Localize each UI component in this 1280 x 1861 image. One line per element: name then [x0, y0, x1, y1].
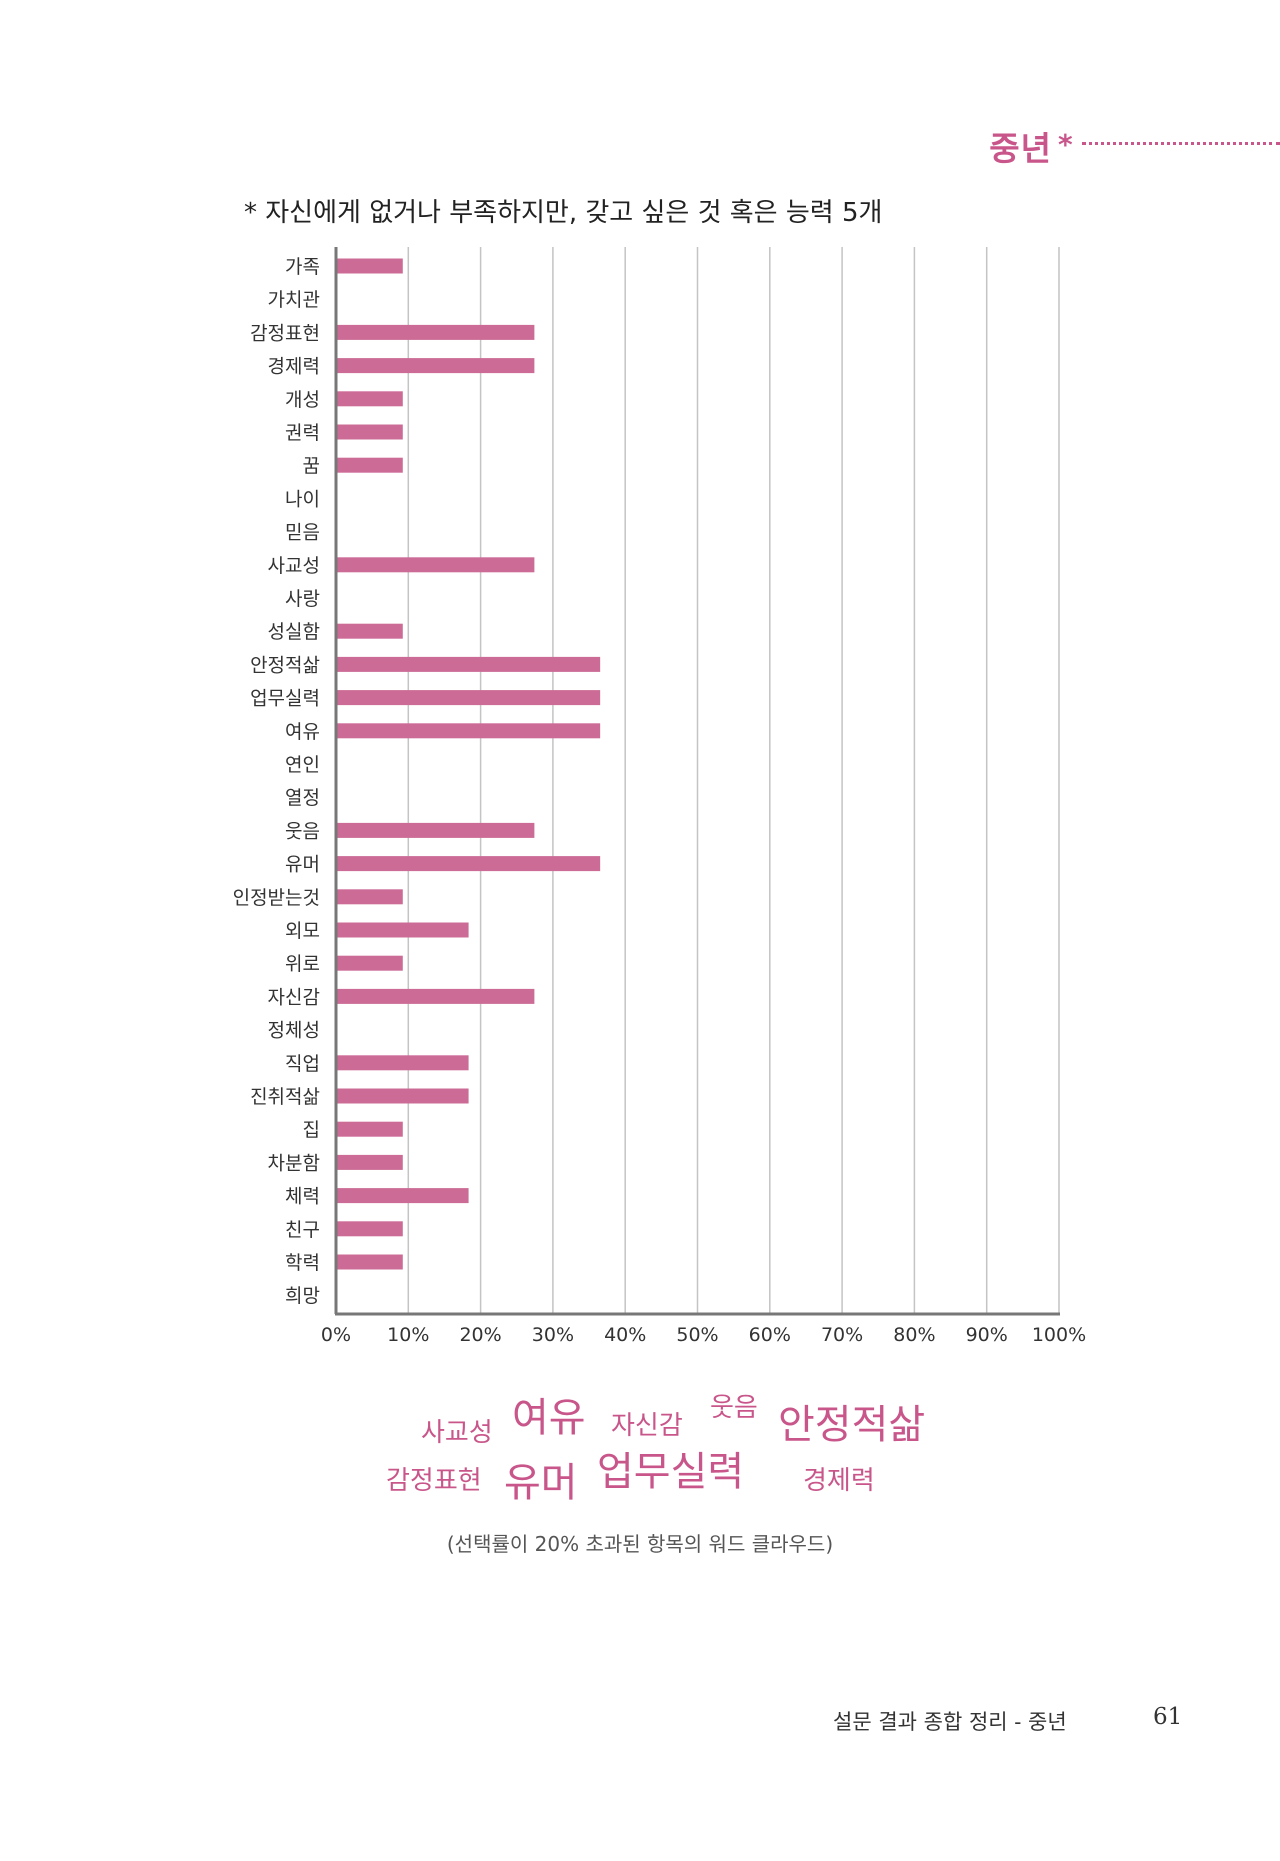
section-header: 중년 *	[0, 118, 1280, 168]
x-tick-label: 40%	[604, 1324, 646, 1346]
y-tick-label: 안정적삶	[250, 654, 320, 676]
chart-axes	[334, 247, 1060, 1316]
bar	[337, 723, 601, 739]
y-tick-label: 친구	[285, 1219, 320, 1241]
bar	[337, 391, 403, 407]
y-tick-label: 웃음	[285, 820, 320, 842]
bar	[337, 889, 403, 905]
word-cloud-item: 안정적삶	[778, 1402, 926, 1448]
y-tick-label: 체력	[285, 1186, 320, 1208]
page-number: 61	[1153, 1704, 1183, 1730]
bar	[337, 988, 535, 1004]
bar-chart: 0% 10% 20% 30% 40% 50% 60% 70% 80% 90% 100% 가족가치관감정…	[233, 247, 1087, 1346]
bar	[337, 1088, 469, 1104]
y-tick-label: 나이	[285, 488, 320, 510]
x-tick-label: 80%	[893, 1324, 935, 1346]
section-title: 중년	[989, 129, 1052, 168]
y-tick-label: 인정받는것	[233, 887, 320, 909]
y-tick-label: 믿음	[285, 522, 320, 544]
y-tick-label: 진취적삶	[250, 1086, 320, 1108]
word-cloud-item: 웃음	[710, 1393, 758, 1423]
x-tick-label: 0%	[321, 1324, 351, 1346]
x-tick-label: 70%	[821, 1324, 863, 1346]
bar	[337, 358, 535, 374]
chart-grid	[407, 247, 1060, 1314]
bar	[337, 1254, 403, 1270]
y-tick-label: 사교성	[268, 555, 320, 577]
footer-title: 설문 결과 종합 정리 - 중년	[833, 1710, 1067, 1734]
y-tick-label: 차분함	[268, 1152, 320, 1174]
word-cloud-item: 사교성	[421, 1418, 493, 1448]
y-tick-label: 정체성	[268, 1020, 320, 1042]
word-cloud-item: 자신감	[611, 1411, 683, 1441]
bar	[337, 690, 601, 706]
y-tick-label: 성실함	[268, 621, 320, 643]
x-tick-label: 90%	[966, 1324, 1008, 1346]
bar	[337, 1221, 403, 1237]
word-cloud-item: 여유	[512, 1395, 586, 1441]
bar	[337, 856, 601, 872]
bar	[337, 656, 601, 672]
y-tick-label: 여유	[285, 721, 320, 743]
y-tick-label: 업무실력	[250, 688, 320, 710]
word-cloud: 사교성 여유 자신감 웃음 안정적삶 감정표현 유머 업무실력 경제력	[0, 1370, 1280, 1520]
x-tick-label: 60%	[749, 1324, 791, 1346]
word-cloud-item: 업무실력	[597, 1449, 745, 1495]
x-tick-label: 100%	[1032, 1324, 1086, 1346]
y-tick-label: 경제력	[268, 356, 320, 378]
bar	[337, 623, 403, 639]
bar	[337, 1055, 469, 1071]
y-tick-label: 위로	[285, 953, 320, 975]
y-tick-label: 가족	[285, 256, 320, 278]
bar	[337, 1188, 469, 1204]
y-tick-label: 사랑	[285, 588, 320, 610]
y-tick-label: 연인	[285, 754, 320, 776]
y-tick-label: 유머	[285, 854, 320, 876]
bar	[337, 557, 535, 573]
chart-labels: 0% 10% 20% 30% 40% 50% 60% 70% 80% 90% 100% 가족가치관감정…	[233, 256, 1087, 1346]
y-tick-label: 희망	[285, 1285, 320, 1307]
bar	[337, 1121, 403, 1137]
word-cloud-item: 경제력	[803, 1466, 875, 1496]
x-tick-label: 10%	[387, 1324, 429, 1346]
y-tick-label: 외모	[285, 920, 320, 942]
y-tick-label: 열정	[285, 787, 320, 809]
y-tick-label: 가치관	[268, 289, 320, 311]
bar	[337, 955, 403, 971]
chart-bars	[337, 258, 601, 1270]
x-tick-label: 30%	[532, 1324, 574, 1346]
word-cloud-item: 감정표현	[386, 1466, 482, 1496]
bar	[337, 922, 469, 938]
section-divider	[1082, 142, 1280, 145]
y-tick-label: 감정표현	[250, 322, 320, 344]
bar	[337, 822, 535, 838]
bar	[337, 1154, 403, 1170]
y-tick-label: 꿈	[303, 455, 320, 477]
bar	[337, 457, 403, 473]
y-tick-label: 자신감	[268, 986, 320, 1008]
bar	[337, 258, 403, 274]
y-tick-label: 권력	[285, 422, 320, 444]
y-tick-label: 학력	[285, 1252, 320, 1274]
y-tick-label: 집	[303, 1119, 320, 1141]
word-cloud-item: 유머	[504, 1460, 578, 1506]
x-tick-label: 20%	[459, 1324, 501, 1346]
section-star-icon: *	[1058, 128, 1073, 161]
x-tick-label: 50%	[676, 1324, 718, 1346]
y-tick-label: 직업	[285, 1053, 320, 1075]
bar	[337, 424, 403, 440]
bar	[337, 324, 535, 340]
chart-title: * 자신에게 없거나 부족하지만, 갖고 싶은 것 혹은 능력 5개	[244, 198, 883, 228]
word-cloud-caption: (선택률이 20% 초과된 항목의 워드 클라우드)	[446, 1532, 834, 1556]
y-tick-label: 개성	[285, 389, 320, 411]
